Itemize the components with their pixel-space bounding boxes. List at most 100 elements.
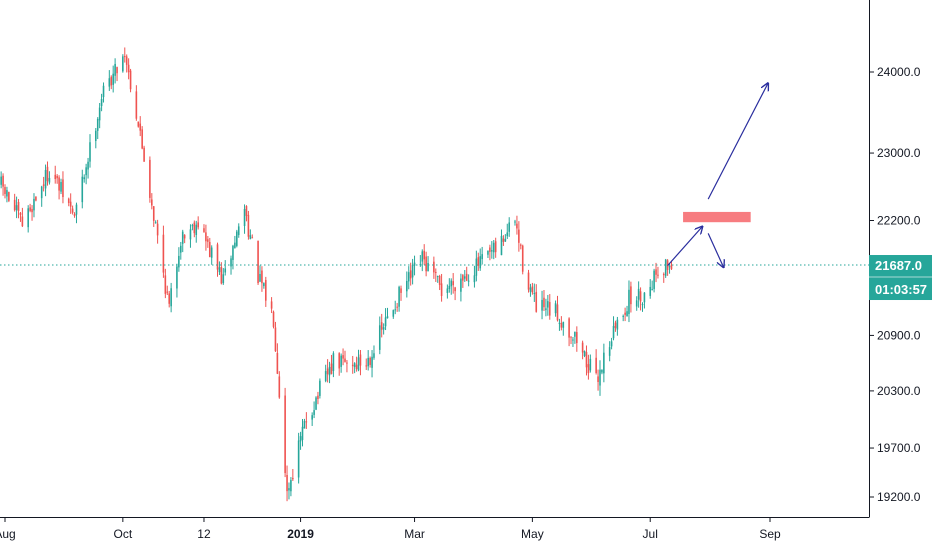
candle-body: [475, 258, 478, 276]
candle-body: [340, 355, 342, 367]
candle-body: [218, 267, 221, 273]
candle-body: [162, 234, 165, 273]
candle-body: [123, 56, 126, 58]
candle-body: [452, 281, 454, 286]
candle-body: [54, 174, 57, 179]
candle-body: [344, 358, 346, 362]
candle-body: [58, 177, 60, 191]
candle-body: [624, 312, 626, 315]
candle-body: [326, 368, 329, 375]
candle-body: [261, 270, 263, 284]
candle-body: [116, 67, 118, 74]
candle-body: [655, 269, 657, 275]
candle-body: [406, 280, 408, 292]
candle-body: [492, 242, 495, 253]
candle-body: [421, 251, 424, 262]
time-tick-label: 2019: [287, 527, 314, 541]
candle-body: [13, 199, 16, 211]
candle-body: [367, 357, 369, 367]
candle-body: [436, 276, 439, 278]
projection-arrow[interactable]: [707, 233, 723, 267]
candle-body: [504, 238, 507, 242]
candle-body: [31, 209, 33, 213]
candle-body: [69, 201, 72, 207]
drawings-layer[interactable]: [667, 83, 768, 267]
candle-body: [154, 222, 157, 224]
candle-body: [460, 278, 462, 292]
candle-body: [423, 250, 426, 260]
candle-body: [527, 272, 530, 290]
candle-body: [448, 285, 451, 289]
candle-body: [508, 222, 511, 232]
candle-body: [96, 118, 99, 131]
candle-body: [205, 232, 207, 242]
candle-body: [541, 299, 543, 311]
candle-body: [230, 258, 232, 267]
candle-body: [292, 477, 294, 480]
candle-body: [462, 275, 464, 281]
candle-body: [216, 244, 219, 270]
candle-body: [465, 273, 468, 281]
candle-body: [251, 237, 254, 239]
candle-body: [110, 76, 113, 86]
candle-body: [286, 475, 288, 492]
candle-body: [89, 142, 91, 162]
candle-body: [643, 292, 646, 303]
candle-body: [259, 273, 261, 282]
candle-body: [0, 176, 2, 185]
candle-body: [220, 267, 223, 284]
candle-body: [554, 303, 557, 314]
candle-body: [651, 289, 653, 291]
candle-body: [197, 222, 199, 228]
candle-body: [668, 266, 671, 268]
candle-body: [247, 214, 250, 237]
candle-body: [297, 440, 300, 478]
candle-body: [489, 247, 491, 252]
candle-body: [87, 161, 89, 170]
candle-body: [143, 147, 145, 162]
candle-body: [560, 322, 563, 328]
candle-body: [2, 175, 4, 187]
candle-body: [328, 366, 331, 376]
candle-body: [85, 167, 87, 176]
candle-body: [288, 488, 290, 491]
candle-body: [83, 177, 86, 180]
time-tick-label: Sep: [759, 527, 781, 541]
candle-body: [181, 231, 184, 244]
candle-body: [164, 275, 167, 294]
candle-body: [664, 259, 667, 276]
candle-body: [639, 291, 642, 302]
candle-body: [15, 205, 18, 211]
candle-body: [543, 297, 545, 308]
candle-body: [394, 309, 397, 311]
time-tick-label: Jul: [643, 527, 658, 541]
candle-body: [232, 245, 234, 260]
candle-body: [183, 235, 186, 239]
candle-body: [168, 293, 171, 304]
target-zone[interactable]: [683, 211, 751, 223]
candle-body: [589, 358, 592, 371]
time-tick-label: 12: [197, 527, 211, 541]
candle-body: [670, 264, 673, 270]
projection-arrow[interactable]: [667, 227, 703, 267]
projection-arrow[interactable]: [707, 83, 768, 200]
candle-body: [500, 235, 503, 256]
candle-body: [463, 276, 466, 279]
candle-body: [207, 239, 209, 242]
candle-body: [425, 256, 427, 272]
candle-body: [434, 271, 437, 273]
candle-body: [274, 327, 277, 352]
bar-countdown-label: 01:03:57: [875, 282, 927, 297]
candle-body: [407, 272, 410, 282]
candle-body: [149, 159, 151, 198]
price-tick-label: 20300.0: [877, 384, 921, 398]
candle-body: [249, 235, 252, 239]
current-price-label: 21687.0: [875, 258, 922, 273]
candle-body: [290, 480, 292, 492]
candle-body: [622, 315, 624, 317]
candle-body: [100, 99, 103, 107]
time-axis[interactable]: [0, 517, 932, 550]
candle-body: [570, 336, 572, 338]
